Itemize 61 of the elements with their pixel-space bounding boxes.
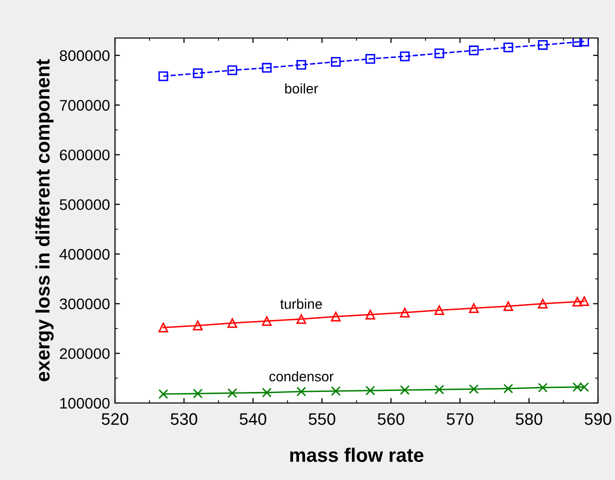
y-tick-label: 500000 — [60, 199, 110, 210]
series-label: condensor — [269, 371, 334, 382]
point — [192, 68, 203, 78]
point — [330, 386, 341, 396]
x-tick-label: 560 — [378, 413, 404, 425]
point — [572, 296, 582, 307]
x-tick-label: 580 — [516, 413, 542, 425]
y-axis-title: exergy loss in different component — [35, 59, 54, 382]
point — [365, 310, 376, 320]
point — [538, 382, 548, 392]
point — [400, 52, 410, 62]
point — [400, 385, 410, 395]
x-tick-label: 540 — [240, 413, 266, 425]
point — [296, 60, 306, 70]
point — [296, 386, 306, 396]
point — [572, 38, 582, 47]
point — [434, 384, 444, 394]
point — [227, 388, 238, 398]
point — [262, 316, 272, 326]
point — [296, 314, 306, 324]
point — [330, 56, 341, 67]
y-tick-label: 100000 — [60, 398, 110, 409]
point — [158, 71, 168, 82]
point — [579, 38, 590, 46]
point — [579, 296, 590, 306]
x-tick-label: 570 — [446, 413, 474, 425]
point — [503, 42, 514, 52]
point — [330, 312, 341, 322]
point — [538, 40, 548, 50]
y-tick-label: 700000 — [60, 100, 110, 111]
series-label: turbine — [280, 298, 322, 309]
series-label: boiler — [285, 83, 318, 94]
point — [503, 384, 514, 394]
point — [434, 305, 444, 315]
point — [365, 386, 376, 396]
point — [227, 65, 238, 76]
point — [400, 308, 410, 318]
point — [158, 389, 168, 399]
point — [158, 322, 168, 332]
point — [192, 320, 203, 330]
x-tick-label: 520 — [102, 413, 128, 425]
point — [262, 62, 272, 73]
y-tick-label: 300000 — [60, 298, 110, 310]
y-tick-label: 600000 — [60, 150, 110, 160]
point — [468, 303, 479, 314]
y-tick-label: 800000 — [60, 50, 110, 62]
point — [468, 384, 479, 394]
point — [262, 388, 272, 398]
x-axis-title: mass flow rate — [290, 448, 424, 462]
y-tick-label: 200000 — [60, 348, 110, 360]
point — [365, 54, 376, 64]
point — [434, 48, 444, 58]
point — [192, 388, 203, 398]
point — [468, 46, 479, 56]
y-tick-label: 400000 — [60, 248, 110, 260]
x-tick-label: 550 — [308, 413, 336, 425]
point — [503, 301, 514, 312]
point — [538, 298, 548, 309]
point — [227, 318, 238, 328]
x-tick-label: 590 — [584, 413, 612, 425]
x-tick-label: 530 — [170, 413, 198, 425]
